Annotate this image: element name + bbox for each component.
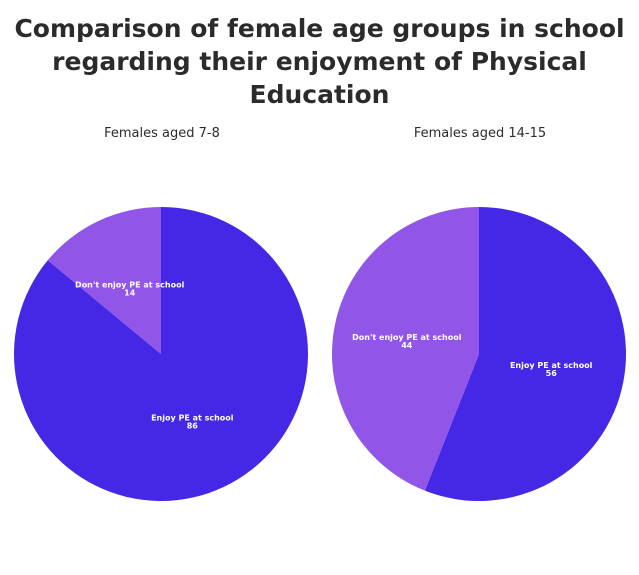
pie-0-slice-0	[14, 207, 308, 501]
pie-0-slice-1	[47, 207, 161, 354]
pie-1-slice-1-value: 44	[401, 341, 413, 350]
pie-0-slice-1-label: Don't enjoy PE at school	[75, 280, 185, 289]
pie-0-slice-0-label: Enjoy PE at school	[151, 414, 234, 423]
chart-main-title: Comparison of female age groups in schoo…	[14, 14, 625, 109]
pie-1-slice-1	[331, 206, 479, 491]
pie-title-aged-14-15: Females aged 14-15	[413, 126, 547, 141]
pie-0-slice-0-value: 86	[187, 422, 199, 431]
pie-title-aged-7-8: Females aged 7-8	[104, 126, 220, 141]
pie-1-slice-1-label: Don't enjoy PE at school	[352, 333, 462, 342]
pie-0-slice-1-value: 14	[124, 288, 136, 297]
pie-1-slice-0-label: Enjoy PE at school	[510, 361, 593, 370]
pie-1-slice-0	[424, 207, 626, 501]
pie-1-slice-0-value: 56	[546, 369, 558, 378]
